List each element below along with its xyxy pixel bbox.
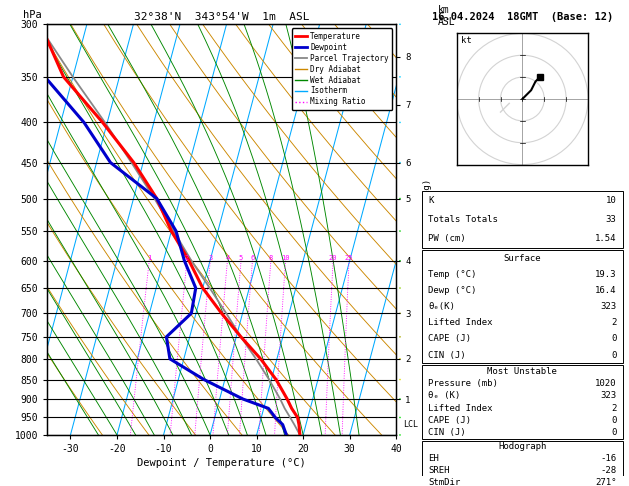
Bar — [422, 250, 623, 363]
Text: CAPE (J): CAPE (J) — [428, 334, 471, 344]
Text: 16.04.2024  18GMT  (Base: 12): 16.04.2024 18GMT (Base: 12) — [431, 12, 613, 22]
Text: 2: 2 — [185, 255, 189, 260]
Text: 2: 2 — [611, 403, 616, 413]
Text: 16.4: 16.4 — [595, 286, 616, 295]
Text: Dewp (°C): Dewp (°C) — [428, 286, 477, 295]
Text: 0: 0 — [611, 334, 616, 344]
Text: PW (cm): PW (cm) — [428, 234, 466, 243]
Text: 1: 1 — [147, 255, 152, 260]
Text: -16: -16 — [600, 454, 616, 463]
Text: Temp (°C): Temp (°C) — [428, 270, 477, 279]
Text: 3: 3 — [208, 255, 213, 260]
Text: 0: 0 — [611, 428, 616, 437]
Title: 32°38'N  343°54'W  1m  ASL: 32°38'N 343°54'W 1m ASL — [134, 12, 309, 22]
Text: Lifted Index: Lifted Index — [428, 403, 493, 413]
Text: 5: 5 — [239, 255, 243, 260]
Text: θₑ (K): θₑ (K) — [428, 391, 460, 400]
Text: 10: 10 — [606, 196, 616, 205]
Text: Most Unstable: Most Unstable — [487, 367, 557, 376]
Text: StmDir: StmDir — [428, 478, 460, 486]
Text: 20: 20 — [329, 255, 337, 260]
Text: 19.3: 19.3 — [595, 270, 616, 279]
Text: 0: 0 — [611, 350, 616, 360]
Text: Mixing Ratio (g/kg): Mixing Ratio (g/kg) — [423, 178, 432, 281]
Text: kt: kt — [460, 35, 472, 45]
Text: 1.54: 1.54 — [595, 234, 616, 243]
Text: hPa: hPa — [23, 10, 42, 20]
Text: 8: 8 — [269, 255, 273, 260]
Y-axis label: km
ASL: km ASL — [438, 5, 456, 27]
Text: Totals Totals: Totals Totals — [428, 215, 498, 224]
Legend: Temperature, Dewpoint, Parcel Trajectory, Dry Adiabat, Wet Adiabat, Isotherm, Mi: Temperature, Dewpoint, Parcel Trajectory… — [292, 28, 392, 110]
Text: Hodograph: Hodograph — [498, 442, 547, 451]
Text: CIN (J): CIN (J) — [428, 428, 466, 437]
Text: SREH: SREH — [428, 466, 450, 475]
Text: 10: 10 — [281, 255, 290, 260]
Text: K: K — [428, 196, 434, 205]
Text: 25: 25 — [345, 255, 353, 260]
Text: 323: 323 — [600, 391, 616, 400]
Bar — [422, 441, 623, 486]
Text: Pressure (mb): Pressure (mb) — [428, 379, 498, 388]
Text: EH: EH — [428, 454, 439, 463]
Text: 6: 6 — [250, 255, 255, 260]
Text: 0: 0 — [611, 416, 616, 425]
Text: 323: 323 — [600, 302, 616, 311]
Bar — [422, 365, 623, 438]
Text: CIN (J): CIN (J) — [428, 350, 466, 360]
Text: CAPE (J): CAPE (J) — [428, 416, 471, 425]
Text: Surface: Surface — [504, 254, 541, 262]
Text: 1020: 1020 — [595, 379, 616, 388]
X-axis label: Dewpoint / Temperature (°C): Dewpoint / Temperature (°C) — [137, 458, 306, 468]
Text: Lifted Index: Lifted Index — [428, 318, 493, 327]
Text: LCL: LCL — [403, 420, 418, 429]
Text: θₑ(K): θₑ(K) — [428, 302, 455, 311]
Bar — [422, 191, 623, 248]
Text: 33: 33 — [606, 215, 616, 224]
Text: 4: 4 — [225, 255, 230, 260]
Text: -28: -28 — [600, 466, 616, 475]
Text: 2: 2 — [611, 318, 616, 327]
Text: 271°: 271° — [595, 478, 616, 486]
